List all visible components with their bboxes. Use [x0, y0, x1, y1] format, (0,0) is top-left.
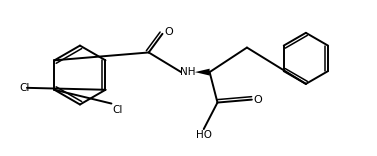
Text: O: O [253, 95, 262, 105]
Polygon shape [195, 69, 210, 76]
Text: O: O [164, 27, 173, 37]
Text: HO: HO [196, 130, 212, 140]
Text: Cl: Cl [112, 105, 123, 115]
Text: Cl: Cl [19, 83, 29, 93]
Text: NH: NH [180, 67, 196, 77]
